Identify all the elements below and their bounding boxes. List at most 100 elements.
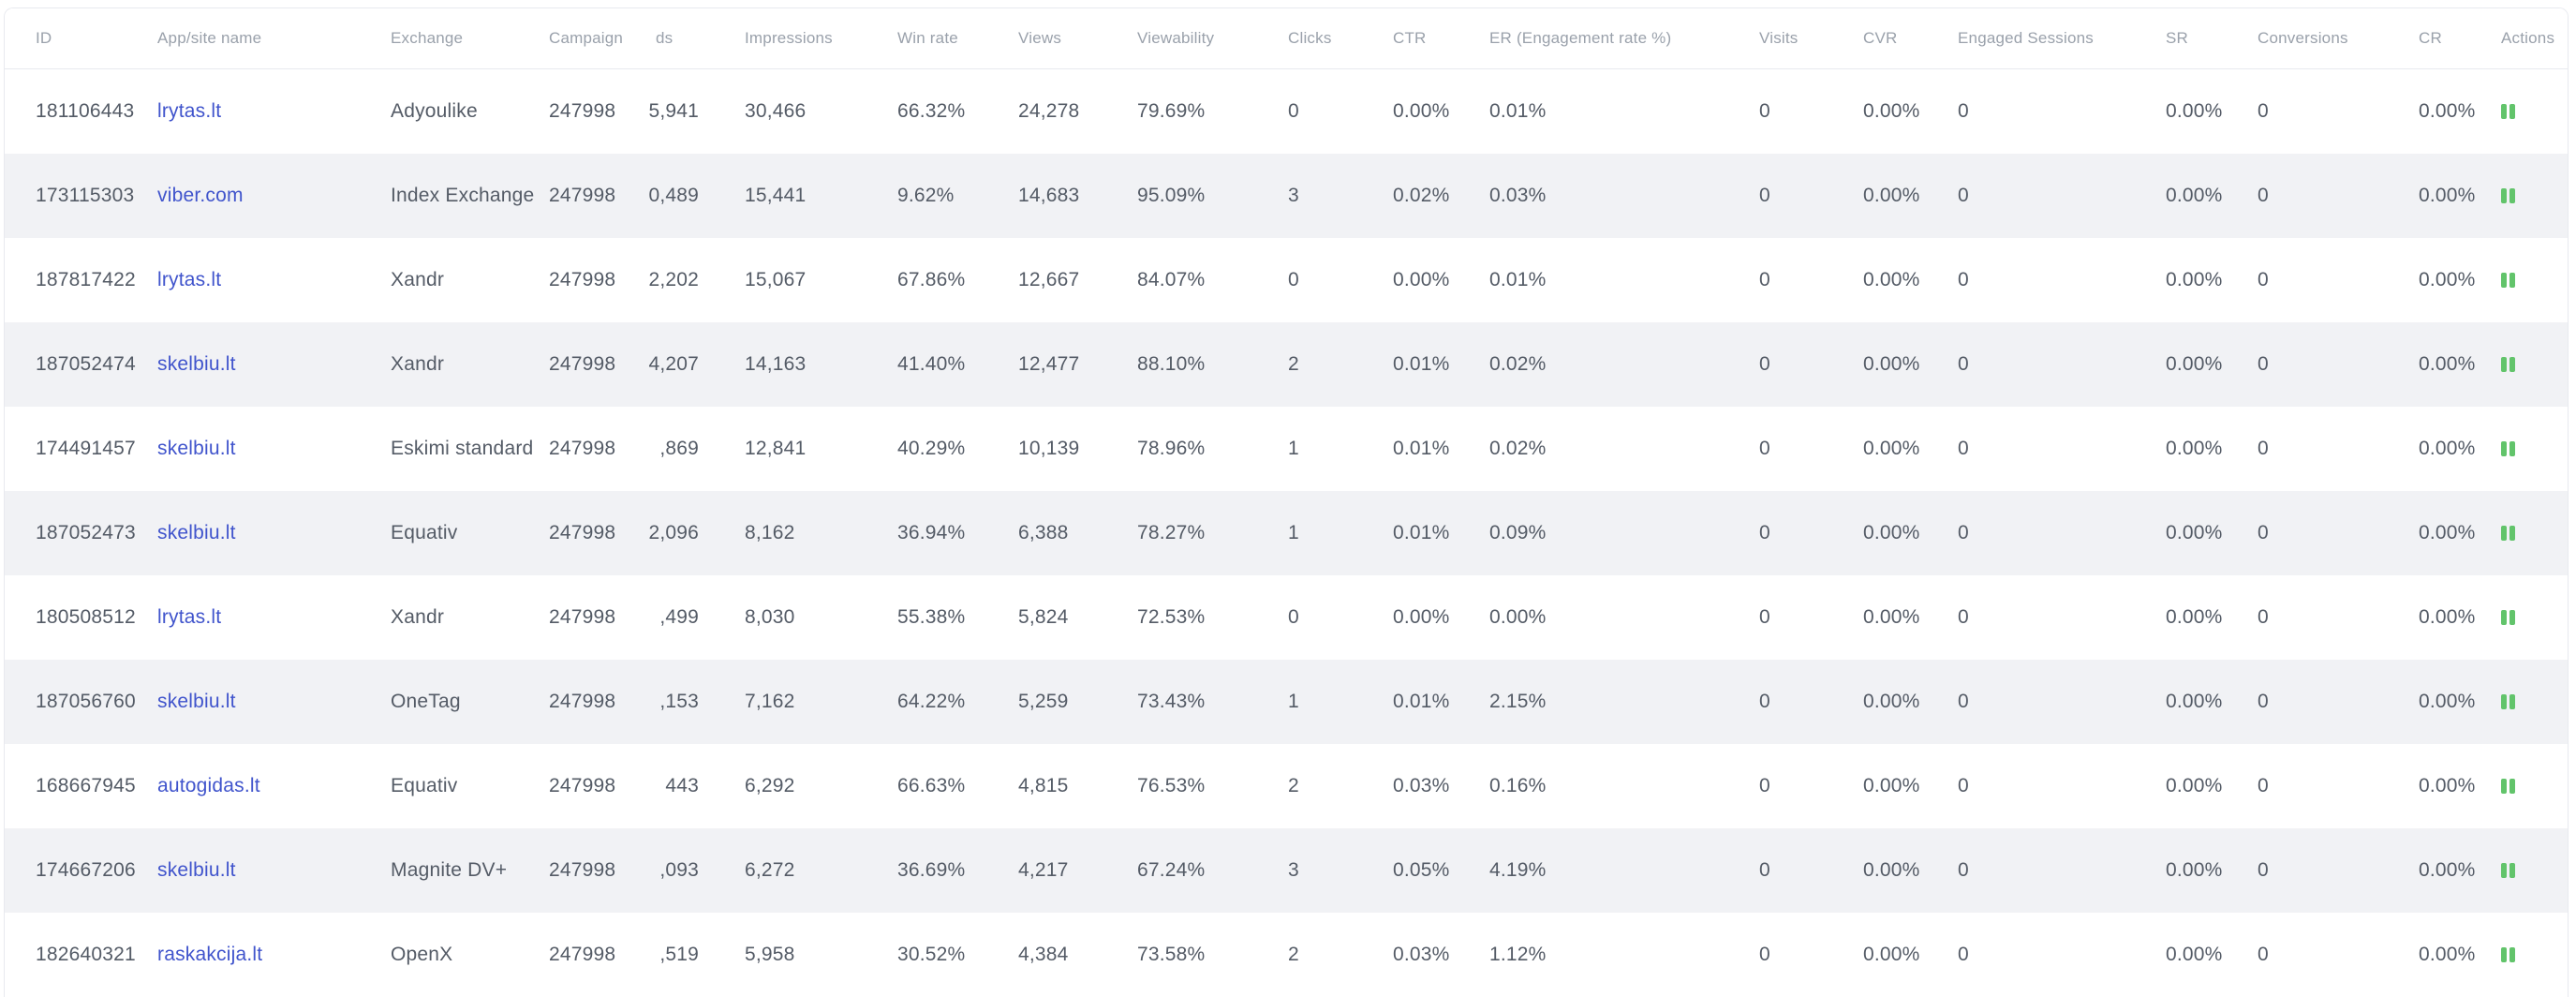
cell-impressions: 15,441 [745, 185, 807, 206]
cell-visits: 0 [1759, 353, 1770, 375]
app-site-link[interactable]: lrytas.lt [157, 606, 222, 628]
cell-visits: 0 [1759, 522, 1770, 543]
column-header-cvr[interactable]: CVR [1863, 29, 1898, 47]
cell-clicks: 0 [1288, 100, 1299, 122]
pause-button[interactable] [2501, 273, 2515, 289]
cell-conversions: 0 [2258, 269, 2269, 290]
cell-engaged-sessions: 0 [1958, 353, 1969, 375]
cell-app-site-name: lrytas.lt [150, 269, 384, 291]
cell-conversions: 0 [2258, 775, 2269, 796]
column-header-impressions[interactable]: Impressions [745, 29, 833, 47]
cell-sr: 0.00% [2166, 691, 2223, 712]
cell-engagement-rate: 0.16% [1489, 775, 1547, 796]
table-body: 181106443 lrytas.lt Adyoulike 247998 5,9… [5, 69, 2568, 997]
pause-button[interactable] [2501, 357, 2515, 373]
column-header-engaged-sessions[interactable]: Engaged Sessions [1958, 29, 2094, 47]
pause-icon [2509, 441, 2515, 457]
cell-app-site-name: skelbiu.lt [150, 522, 384, 544]
app-site-link[interactable]: lrytas.lt [157, 100, 222, 122]
column-header-conversions[interactable]: Conversions [2258, 29, 2348, 47]
pause-button[interactable] [2501, 863, 2515, 879]
cell-bids-clipped: ,093 [659, 859, 699, 881]
cell-ctr: 0.03% [1393, 775, 1450, 796]
cell-id: 174667206 [36, 859, 136, 881]
cell-sr: 0.00% [2166, 775, 2223, 796]
column-header-ctr[interactable]: CTR [1393, 29, 1427, 47]
cell-impressions: 7,162 [745, 691, 795, 712]
cell-ctr: 0.00% [1393, 100, 1450, 122]
column-header-cr[interactable]: CR [2419, 29, 2442, 47]
column-header-views[interactable]: Views [1018, 29, 1062, 47]
pause-icon [2509, 947, 2515, 963]
cell-bids-clipped: 0,489 [648, 185, 699, 206]
app-site-link[interactable]: skelbiu.lt [157, 353, 236, 375]
app-site-link[interactable]: skelbiu.lt [157, 691, 236, 712]
pause-button[interactable] [2501, 188, 2515, 204]
cell-cr: 0.00% [2419, 269, 2476, 290]
column-header-id[interactable]: ID [36, 29, 52, 47]
cell-exchange: Xandr [391, 353, 445, 375]
cell-viewability: 76.53% [1137, 775, 1206, 796]
cell-ctr: 0.00% [1393, 269, 1450, 290]
pause-button[interactable] [2501, 694, 2515, 710]
column-header-clicks[interactable]: Clicks [1288, 29, 1332, 47]
cell-viewability: 88.10% [1137, 353, 1206, 375]
cell-id: 173115303 [36, 185, 135, 206]
pause-button[interactable] [2501, 610, 2515, 626]
pause-icon [2509, 863, 2515, 879]
cell-cr: 0.00% [2419, 522, 2476, 543]
cell-viewability: 73.43% [1137, 691, 1206, 712]
app-site-link[interactable]: skelbiu.lt [157, 438, 236, 459]
cell-campaign: 247998 [549, 522, 616, 543]
pause-icon [2509, 779, 2515, 795]
pause-icon [2509, 694, 2515, 710]
cell-cvr: 0.00% [1863, 100, 1920, 122]
column-header-bids-clipped[interactable]: ds [656, 29, 674, 47]
cell-app-site-name: skelbiu.lt [150, 691, 384, 713]
column-header-viewability[interactable]: Viewability [1137, 29, 1215, 47]
table-row: 187056760 skelbiu.lt OneTag 247998 ,153 … [5, 660, 2568, 744]
app-site-link[interactable]: autogidas.lt [157, 775, 260, 796]
column-header-exchange[interactable]: Exchange [391, 29, 464, 47]
app-site-link[interactable]: skelbiu.lt [157, 522, 236, 543]
cell-visits: 0 [1759, 100, 1770, 122]
app-site-link[interactable]: lrytas.lt [157, 269, 222, 290]
cell-engaged-sessions: 0 [1958, 100, 1969, 122]
pause-button[interactable] [2501, 947, 2515, 963]
app-site-link[interactable]: raskakcija.lt [157, 944, 263, 965]
cell-exchange: Magnite DV+ [391, 859, 508, 881]
cell-engaged-sessions: 0 [1958, 185, 1969, 206]
column-header-campaign[interactable]: Campaign [549, 29, 624, 47]
cell-conversions: 0 [2258, 859, 2269, 881]
table-row: 174491457 skelbiu.lt Eskimi standard 247… [5, 407, 2568, 491]
column-header-visits[interactable]: Visits [1759, 29, 1799, 47]
cell-clicks: 2 [1288, 775, 1299, 796]
cell-views: 4,217 [1018, 859, 1069, 881]
app-site-link[interactable]: skelbiu.lt [157, 859, 236, 881]
cell-viewability: 72.53% [1137, 606, 1206, 628]
pause-button[interactable] [2501, 441, 2515, 457]
cell-actions [2494, 775, 2568, 797]
cell-sr: 0.00% [2166, 185, 2223, 206]
cell-engagement-rate: 0.00% [1489, 606, 1547, 628]
column-header-app-site-name[interactable]: App/site name [157, 29, 262, 47]
column-header-sr[interactable]: SR [2166, 29, 2189, 47]
cell-id: 168667945 [36, 775, 136, 796]
cell-impressions: 30,466 [745, 100, 807, 122]
cell-clicks: 0 [1288, 606, 1299, 628]
cell-cr: 0.00% [2419, 606, 2476, 628]
cell-sr: 0.00% [2166, 438, 2223, 459]
cell-bids-clipped: ,519 [659, 944, 699, 965]
app-site-link[interactable]: viber.com [157, 185, 244, 206]
cell-viewability: 73.58% [1137, 944, 1206, 965]
cell-ctr: 0.03% [1393, 944, 1450, 965]
cell-win-rate: 55.38% [897, 606, 966, 628]
pause-button[interactable] [2501, 104, 2515, 120]
pause-button[interactable] [2501, 779, 2515, 795]
cell-visits: 0 [1759, 269, 1770, 290]
pause-button[interactable] [2501, 526, 2515, 542]
cell-ctr: 0.01% [1393, 691, 1450, 712]
column-header-win-rate[interactable]: Win rate [897, 29, 958, 47]
column-header-engagement-rate[interactable]: ER (Engagement rate %) [1489, 29, 1672, 47]
table-row: 180508512 lrytas.lt Xandr 247998 ,499 8,… [5, 575, 2568, 660]
